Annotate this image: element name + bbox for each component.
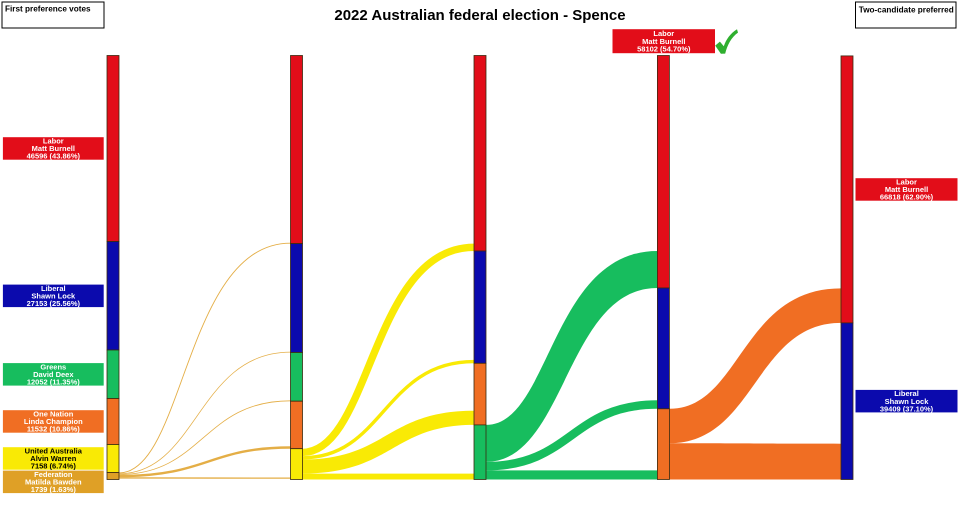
svg-text:Labor: Labor <box>653 29 674 38</box>
svg-text:46596 (43.86%): 46596 (43.86%) <box>27 152 81 161</box>
svg-text:One Nation: One Nation <box>33 410 73 419</box>
svg-text:First preference votes: First preference votes <box>5 5 91 14</box>
svg-text:Alvin Warren: Alvin Warren <box>30 454 76 463</box>
svg-text:Labor: Labor <box>43 137 64 146</box>
svg-text:58102 (54.70%): 58102 (54.70%) <box>637 44 691 53</box>
svg-text:Liberal: Liberal <box>894 389 919 398</box>
svg-text:Labor: Labor <box>896 177 917 186</box>
svg-text:Matt Burnell: Matt Burnell <box>885 185 928 194</box>
svg-text:1739 (1.63%): 1739 (1.63%) <box>31 485 77 494</box>
svg-text:Shawn Lock: Shawn Lock <box>885 397 930 406</box>
svg-text:Matt Burnell: Matt Burnell <box>642 37 685 46</box>
svg-text:7158 (6.74%): 7158 (6.74%) <box>31 462 77 471</box>
svg-text:Matilda Bawden: Matilda Bawden <box>25 477 82 486</box>
svg-text:Shawn Lock: Shawn Lock <box>31 291 76 300</box>
svg-text:12052 (11.35%): 12052 (11.35%) <box>27 378 80 387</box>
svg-text:66818 (62.90%): 66818 (62.90%) <box>880 193 934 202</box>
svg-text:Federation: Federation <box>34 470 73 479</box>
svg-text:2022 Australian federal electi: 2022 Australian federal election - Spenc… <box>334 7 625 24</box>
svg-text:Two-candidate preferred: Two-candidate preferred <box>859 5 954 14</box>
svg-text:David Deex: David Deex <box>33 370 74 379</box>
svg-text:27153 (25.56%): 27153 (25.56%) <box>27 299 81 308</box>
svg-text:39409 (37.10%): 39409 (37.10%) <box>880 404 934 413</box>
svg-text:Liberal: Liberal <box>41 284 66 293</box>
svg-text:Greens: Greens <box>40 362 66 371</box>
svg-text:United Australia: United Australia <box>25 447 83 456</box>
svg-text:Linda Champion: Linda Champion <box>24 417 83 426</box>
svg-text:Matt Burnell: Matt Burnell <box>32 144 75 153</box>
svg-text:11532 (10.86%): 11532 (10.86%) <box>27 425 80 434</box>
